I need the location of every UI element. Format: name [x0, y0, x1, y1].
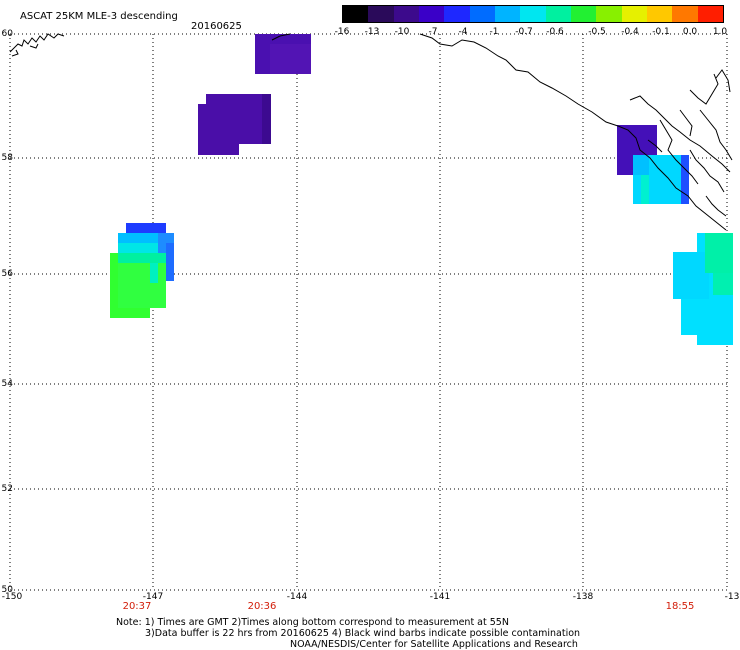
measurement-time: 18:55 [665, 601, 695, 612]
colorbar-tick: -0.7 [515, 27, 533, 37]
colorbar-tick: -1 [489, 27, 499, 37]
swath-patch [673, 252, 709, 299]
swath-patch [713, 273, 733, 295]
swath-patch [118, 263, 166, 308]
colorbar-segment [418, 6, 445, 22]
lon-label: -13 [724, 592, 740, 602]
lat-label: 58 [1, 153, 13, 163]
measurement-time: 20:37 [122, 601, 152, 612]
colorbar-segment [646, 6, 673, 22]
colorbar-tick: -7 [428, 27, 438, 37]
colorbar-segment [520, 6, 546, 22]
swath-patch [110, 253, 118, 318]
lat-label: 60 [1, 29, 13, 39]
colorbar-segment [621, 6, 647, 22]
colorbar-segment [444, 6, 470, 22]
measurement-time: 20:36 [247, 601, 277, 612]
colorbar-tick: 0.0 [682, 27, 698, 37]
swath-patch [118, 308, 150, 318]
colorbar-segment [570, 6, 597, 22]
lat-label: 50 [1, 585, 13, 595]
product-title: ASCAT 25KM MLE-3 descending [20, 11, 178, 22]
colorbar-tick: 1.0 [712, 27, 728, 37]
lat-label: 54 [1, 379, 13, 389]
colorbar-segment [368, 6, 394, 22]
colorbar-tick: -13 [364, 27, 380, 37]
swath-patch [198, 104, 239, 155]
colorbar-tick: -0.1 [652, 27, 670, 37]
colorbar-segment [469, 6, 495, 22]
coastline [9, 33, 733, 231]
lon-label: -147 [142, 592, 164, 602]
swath-patch [641, 175, 649, 204]
colorbar-tick: -0.4 [621, 27, 639, 37]
colorbar-tick: -0.6 [546, 27, 564, 37]
lon-label: -138 [572, 592, 594, 602]
swath-patch [633, 155, 649, 175]
footer-credit: NOAA/NESDIS/Center for Satellite Applica… [290, 639, 578, 650]
colorbar-tick: -4 [458, 27, 468, 37]
swath-patch [705, 233, 733, 273]
colorbar-segment [697, 6, 723, 22]
colorbar-tick: -16 [334, 27, 350, 37]
colorbar-segment [393, 6, 419, 22]
colorbar-segment [343, 6, 369, 22]
footer-note-1: Note: 1) Times are GMT 2)Times along bot… [116, 617, 509, 628]
swath-patch [118, 253, 166, 263]
swath-patch [118, 243, 158, 253]
swath-patch [262, 94, 271, 144]
swath-patch [150, 263, 158, 283]
lon-label: -144 [286, 592, 308, 602]
swath-patch [270, 44, 311, 74]
colorbar-tick: -0.5 [588, 27, 606, 37]
colorbar-segment [494, 6, 521, 22]
lat-label: 56 [1, 269, 13, 279]
colorbar-segment [545, 6, 571, 22]
lat-label: 52 [1, 484, 13, 494]
colorbar-segment [596, 6, 622, 22]
swath-patch [118, 233, 174, 243]
swath-patch [681, 299, 701, 335]
graticule [9, 33, 728, 591]
swath-patch [166, 243, 174, 281]
swath-patch [126, 223, 166, 233]
colorbar [342, 5, 724, 23]
footer-note-2: 3)Data buffer is 22 hrs from 20160625 4)… [145, 628, 581, 639]
lon-label: -150 [1, 592, 23, 602]
colorbar-tick: -10 [394, 27, 410, 37]
colorbar-segment [672, 6, 698, 22]
product-date: 20160625 [191, 21, 242, 32]
data-swaths [110, 34, 733, 345]
lon-label: -141 [429, 592, 451, 602]
swath-patch [681, 155, 689, 204]
